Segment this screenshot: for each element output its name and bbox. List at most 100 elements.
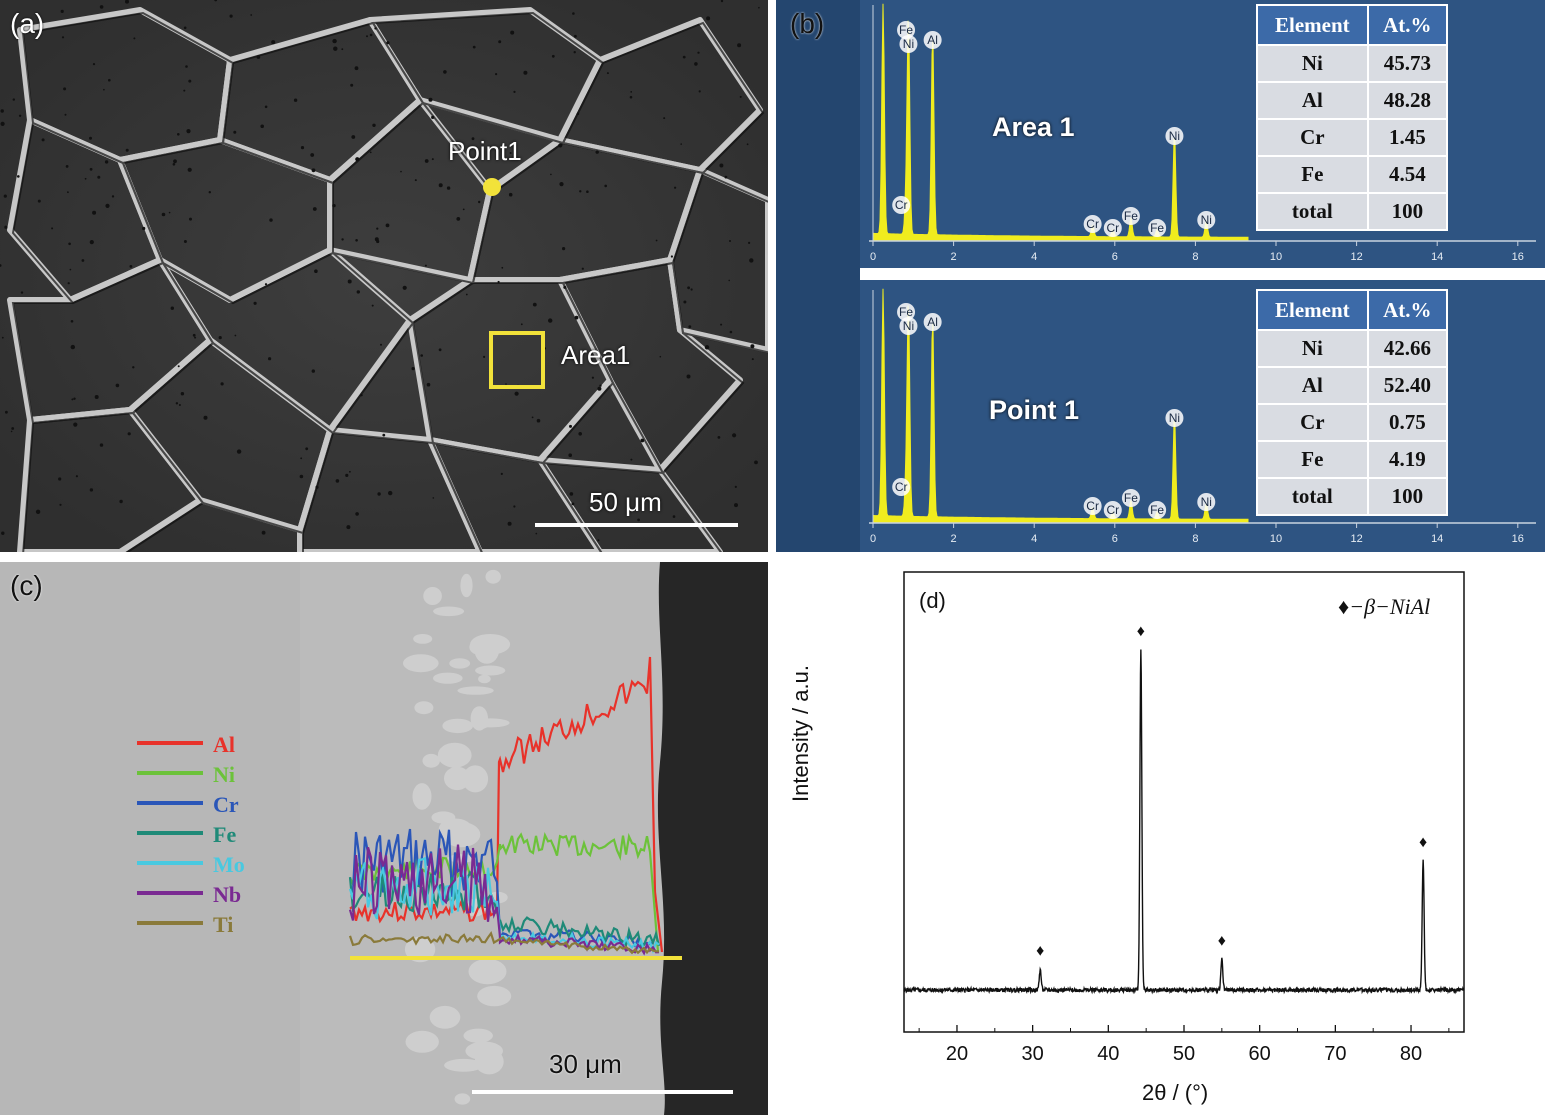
pore (92, 63, 96, 66)
pore (12, 98, 15, 101)
pore (465, 293, 468, 296)
phase-particle (465, 1041, 504, 1061)
eds-tick-label: 6 (1112, 533, 1118, 545)
pore (260, 124, 265, 129)
pore (446, 186, 451, 190)
pore (233, 130, 237, 134)
table-row: Fe 4.54 (1256, 155, 1449, 194)
pore (70, 320, 74, 323)
pore (376, 227, 379, 230)
point1-marker (483, 178, 501, 196)
line-scan-fe (348, 870, 661, 949)
eds-peak-label: Cr (1086, 499, 1099, 513)
eds-tick-label: 14 (1431, 251, 1443, 263)
pore (71, 398, 74, 401)
grain-boundary-shadow (22, 411, 205, 552)
pore (89, 167, 93, 171)
table-cell: Al (1256, 81, 1369, 120)
phase-particle (460, 573, 473, 598)
phase-particle (469, 639, 488, 655)
pore (300, 457, 303, 460)
pore (4, 225, 8, 229)
point1-label: Point1 (448, 136, 522, 166)
pore (177, 365, 180, 368)
pore (640, 438, 645, 443)
eds-peak-label: Cr (895, 198, 908, 212)
xrd-peak-marker: ♦ (1218, 932, 1226, 949)
eds-peak-label: Al (927, 33, 938, 47)
xrd-tick-label: 60 (1249, 1043, 1271, 1065)
table-cell: 4.19 (1366, 440, 1449, 479)
pore (659, 355, 662, 358)
pore (183, 240, 187, 243)
pore (142, 226, 146, 231)
pore (229, 14, 233, 18)
pore (269, 218, 273, 222)
pore (729, 240, 731, 242)
pore (426, 382, 431, 387)
pore (568, 453, 572, 458)
pore (377, 492, 381, 496)
pore (572, 12, 575, 15)
legend-label-nb: Nb (213, 882, 242, 907)
pore (299, 474, 304, 479)
spectrum-title-area1: Area 1 (992, 112, 1075, 142)
phase-particle (477, 985, 512, 1007)
table-row: Cr 0.75 (1256, 403, 1449, 442)
pore (81, 259, 85, 262)
grain-boundary-shadow (561, 21, 765, 175)
xrd-chart: 20 30 40 50 60 70 80 ♦ ♦ ♦ ♦ (903, 571, 1465, 1065)
line-scan-al (349, 656, 664, 953)
pore (737, 43, 742, 48)
eds-peak-label: Fe (1124, 491, 1138, 505)
pore (315, 485, 319, 489)
table-cell: 100 (1366, 477, 1449, 516)
pore (236, 449, 242, 454)
pore (371, 304, 374, 307)
pore (310, 153, 315, 157)
pore (250, 14, 253, 16)
pore (388, 490, 393, 496)
pore (550, 173, 552, 176)
pore (424, 159, 429, 163)
pore (345, 473, 349, 477)
pore (75, 475, 78, 478)
pore (261, 530, 266, 535)
pore (629, 95, 633, 99)
peak-label-bg (1083, 497, 1102, 515)
eds-tick-label: 4 (1031, 533, 1037, 545)
pore (104, 160, 109, 164)
phase-particle (403, 654, 439, 673)
pore (208, 191, 211, 194)
pore (194, 336, 197, 339)
pore (595, 150, 599, 154)
pore (510, 30, 515, 35)
xrd-tick-label: 50 (1173, 1043, 1195, 1065)
pore (64, 113, 67, 116)
eds-peak-label: Fe (1150, 221, 1164, 235)
legend-label-ti: Ti (213, 912, 234, 937)
pore (411, 367, 415, 371)
pore (333, 46, 338, 51)
pore (548, 318, 553, 323)
pore (177, 133, 180, 136)
phase-particle (449, 658, 471, 669)
pore (119, 499, 123, 504)
pore (758, 6, 760, 9)
header-at-percent: At.% (1366, 289, 1449, 331)
pore (414, 179, 417, 182)
pore (0, 109, 4, 113)
table-cell: total (1256, 192, 1369, 231)
table-row: total 100 (1256, 192, 1449, 231)
pore (380, 343, 382, 346)
table-cell: total (1256, 477, 1369, 516)
peak-label-bg (1148, 501, 1167, 519)
eds-peak-label: Ni (1169, 411, 1180, 425)
pore (687, 286, 690, 290)
pore (376, 239, 380, 244)
xrd-peak-marker: ♦ (1419, 834, 1427, 851)
pore (351, 135, 356, 139)
table-cell: Cr (1256, 118, 1369, 157)
pore (507, 521, 512, 526)
